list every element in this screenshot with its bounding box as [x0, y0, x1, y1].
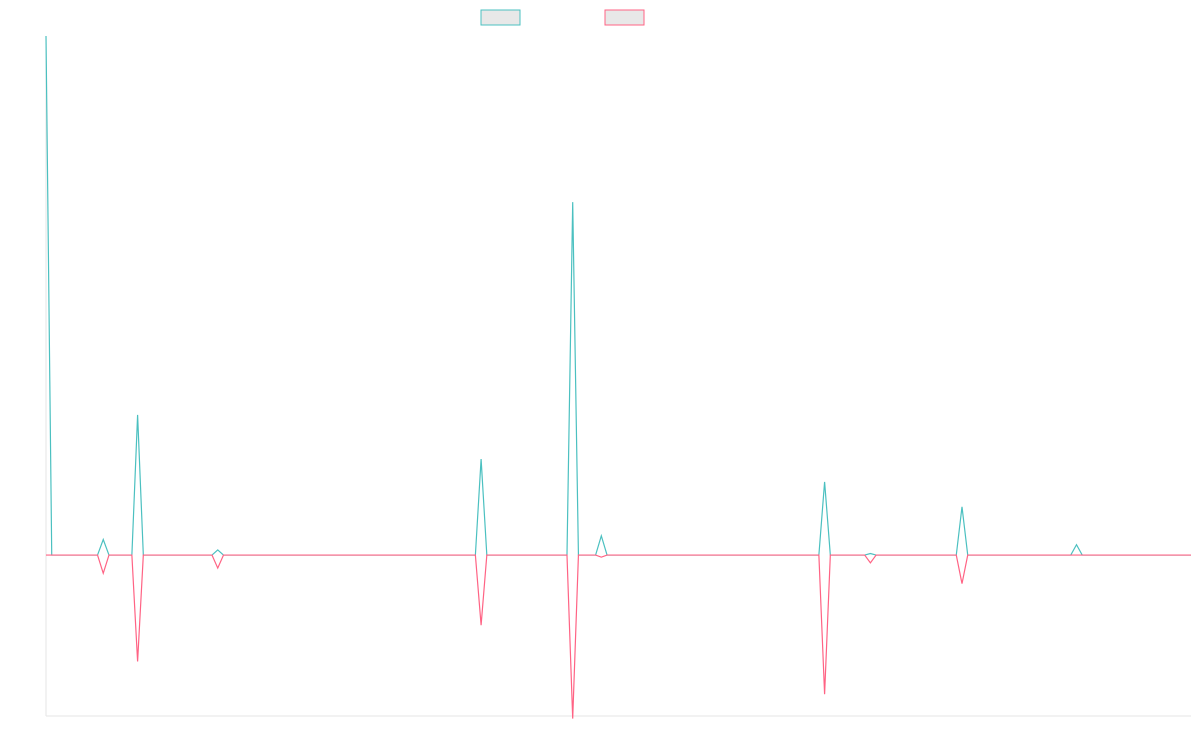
series-layer: [45, 35, 1191, 719]
axes: [45, 36, 1191, 717]
series-line-1: [45, 35, 1191, 556]
series-line-2: [46, 554, 1191, 719]
legend-swatch-1[interactable]: [480, 9, 521, 26]
legend[interactable]: [480, 9, 645, 26]
legend-swatch-2[interactable]: [604, 9, 645, 26]
